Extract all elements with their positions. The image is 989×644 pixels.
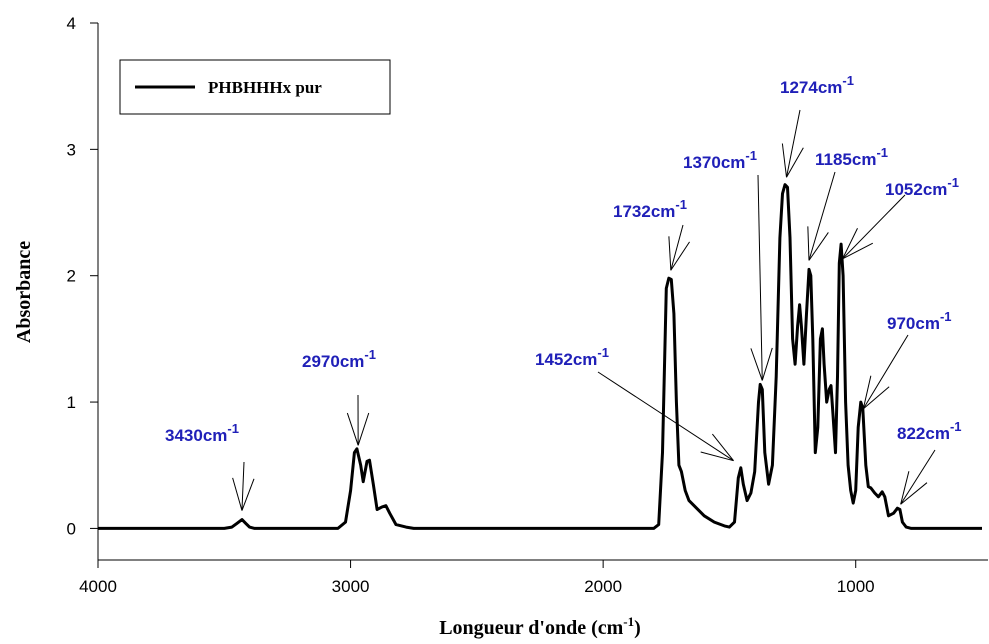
annotation-sup: -1 [364, 347, 376, 362]
annotation-arrowhead [700, 451, 734, 462]
annotation-arrow [241, 461, 245, 511]
annotation-label: 2970cm-1 [302, 347, 376, 371]
annotation-text: 3430cm [165, 426, 227, 445]
annotation-arrowhead [241, 478, 255, 511]
annotation-label: 1274cm-1 [780, 73, 854, 97]
annotation-text: 1732cm [613, 202, 675, 221]
y-tick-label: 2 [67, 267, 76, 286]
x-tick-label: 4000 [79, 577, 117, 596]
x-axis-title: Longueur d'onde (cm-1) [439, 614, 641, 639]
annotation-label: 1370cm-1 [683, 148, 757, 172]
y-tick-label: 3 [67, 140, 76, 159]
x-tick-label: 2000 [584, 577, 622, 596]
annotation-sup: -1 [675, 197, 687, 212]
annotation-arrow [862, 334, 909, 410]
annotation-arrow [808, 171, 836, 261]
annotation-text: 970cm [887, 314, 940, 333]
annotation-arrow [670, 224, 684, 271]
annotation-sup: -1 [950, 419, 962, 434]
annotation-arrowhead [668, 236, 672, 271]
annotation-sup: -1 [947, 175, 959, 190]
annotation-arrowhead [862, 375, 872, 409]
annotation-arrowhead [900, 482, 928, 505]
annotation-arrowhead [781, 143, 788, 178]
annotation-text: 2970cm [302, 352, 364, 371]
annotation-arrow [757, 174, 763, 381]
annotation-arrowhead [712, 433, 734, 462]
annotation-arrowhead [900, 471, 910, 505]
annotation-arrowhead [670, 241, 690, 271]
annotation-sup: -1 [876, 145, 888, 160]
annotation-label: 1732cm-1 [613, 197, 687, 221]
y-axis-title: Absorbance [13, 241, 35, 343]
annotation-arrow [597, 371, 734, 462]
annotation-sup: -1 [745, 148, 757, 163]
annotation-text: 1274cm [780, 78, 842, 97]
annotation-arrowhead [842, 228, 858, 260]
annotation-text: 1370cm [683, 153, 745, 172]
y-tick-label: 4 [67, 14, 76, 33]
annotation-text: 1052cm [885, 180, 947, 199]
series-line [98, 183, 982, 530]
annotation-arrowhead [808, 232, 829, 261]
annotation-arrowhead [346, 412, 359, 446]
annotation-arrowhead [807, 226, 810, 261]
y-tick-label: 1 [67, 393, 76, 412]
x-tick-label: 3000 [332, 577, 370, 596]
annotation-arrow [842, 194, 906, 260]
annotation-sup: -1 [227, 421, 239, 436]
annotation-label: 970cm-1 [887, 309, 952, 333]
annotation-label: 1452cm-1 [535, 345, 609, 369]
x-axis-title-text: Longueur d'onde (cm [439, 617, 623, 639]
y-tick-label: 0 [67, 519, 76, 538]
annotation-arrowhead [357, 412, 370, 446]
annotation-sup: -1 [842, 73, 854, 88]
annotation-sup: -1 [597, 345, 609, 360]
annotation-arrow [786, 109, 801, 178]
annotation-label: 1185cm-1 [815, 145, 888, 169]
annotation-arrowhead [761, 347, 773, 381]
annotation-label: 3430cm-1 [165, 421, 239, 445]
x-axis-title-end: ) [634, 617, 641, 639]
annotation-label: 1052cm-1 [885, 175, 959, 199]
annotation-arrowhead [862, 386, 890, 410]
annotation-text: 822cm [897, 424, 950, 443]
annotation-arrowhead [842, 242, 874, 260]
annotation-arrow [900, 449, 936, 505]
annotation-arrowhead [786, 147, 804, 178]
annotation-label: 822cm-1 [897, 419, 962, 443]
annotation-sup: -1 [940, 309, 952, 324]
annotation-arrowhead [750, 348, 763, 381]
annotation-arrowhead [232, 477, 243, 511]
annotation-text: 1185cm [815, 150, 876, 169]
x-axis-title-sup: -1 [623, 614, 634, 629]
x-tick-label: 1000 [837, 577, 875, 596]
legend-label: PHBHHHx pur [208, 78, 322, 97]
annotation-text: 1452cm [535, 350, 597, 369]
